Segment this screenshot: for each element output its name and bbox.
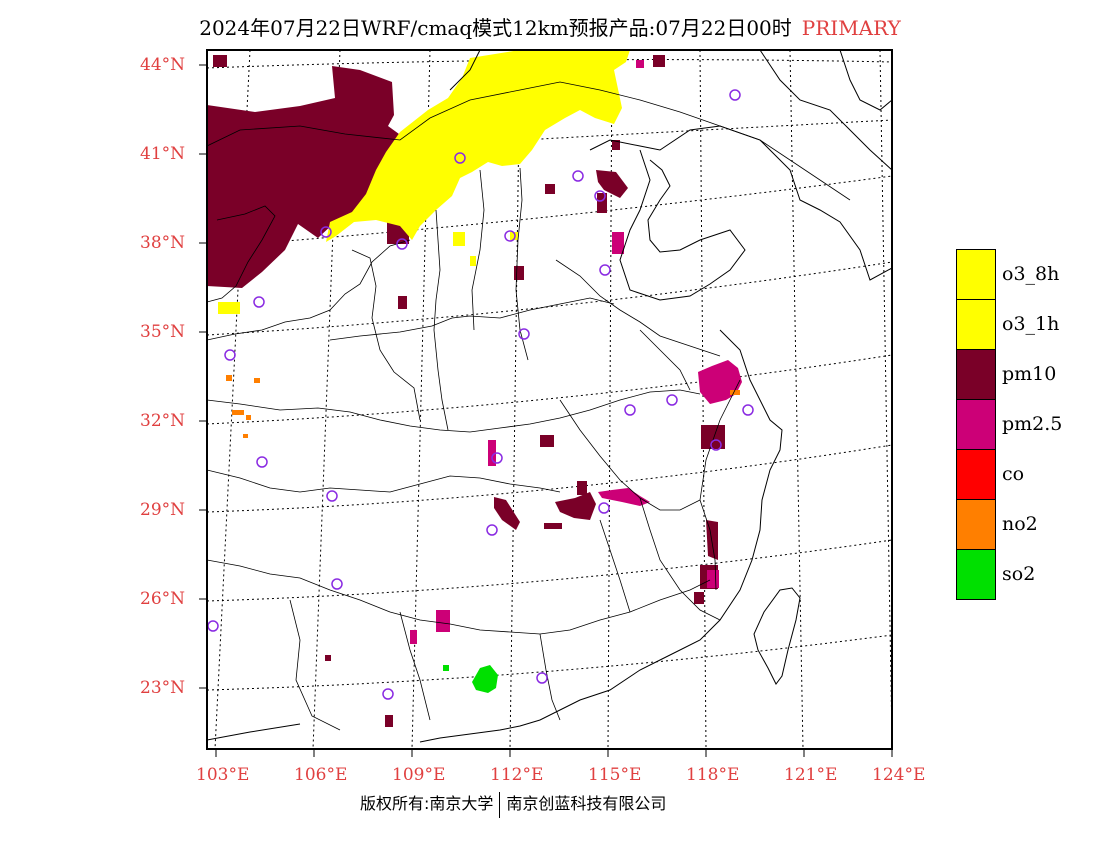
legend-label: so2 xyxy=(1002,563,1036,585)
legend-item-pm10: pm10 xyxy=(956,349,1086,400)
no2-region xyxy=(226,375,740,438)
legend-label: co xyxy=(1002,463,1025,485)
legend-item-o3-1h: o3_1h xyxy=(956,299,1086,350)
legend-item-no2: no2 xyxy=(956,499,1086,550)
map-title: 2024年07月22日WRF/cmaq模式12km预报产品:07月22日00时 P… xyxy=(0,12,1100,41)
title-main: 2024年07月22日WRF/cmaq模式12km预报产品:07月22日00时 xyxy=(199,16,792,40)
legend-label: o3_1h xyxy=(1002,313,1060,335)
lon-label-121: 121°E xyxy=(784,765,838,785)
lat-label-23: 23°N xyxy=(140,678,186,698)
lon-label-115: 115°E xyxy=(588,765,642,785)
monitoring-stations xyxy=(207,89,754,700)
legend-item-so2: so2 xyxy=(956,549,1086,600)
title-primary-tag: PRIMARY xyxy=(801,16,901,40)
lat-label-41: 41°N xyxy=(140,144,186,164)
legend-swatch xyxy=(956,549,996,600)
legend-swatch xyxy=(956,499,996,550)
lat-label-32: 32°N xyxy=(140,411,186,431)
legend-item-pm25: pm2.5 xyxy=(956,399,1086,450)
lat-label-29: 29°N xyxy=(140,500,186,520)
lat-label-26: 26°N xyxy=(140,589,186,609)
legend-item-o3-8h: o3_8h xyxy=(956,249,1086,300)
legend-item-co: co xyxy=(956,449,1086,500)
province-boundaries xyxy=(207,81,851,731)
copyright-footer: 版权所有:南京大学 南京创蓝科技有限公司 xyxy=(360,790,666,818)
lon-label-112: 112°E xyxy=(490,765,544,785)
footer-right: 南京创蓝科技有限公司 xyxy=(506,794,667,813)
pm25-region xyxy=(410,60,742,644)
footer-separator xyxy=(499,791,501,818)
legend-swatch xyxy=(956,449,996,500)
legend-swatch xyxy=(956,349,996,400)
legend-label: pm10 xyxy=(1002,363,1057,385)
legend-label: no2 xyxy=(1002,513,1038,535)
footer-left: 版权所有:南京大学 xyxy=(360,794,494,813)
legend-swatch xyxy=(956,249,996,300)
axis-ticks xyxy=(199,64,893,757)
so2-region xyxy=(443,665,498,693)
lat-label-38: 38°N xyxy=(140,233,186,253)
lat-label-35: 35°N xyxy=(140,322,186,342)
lon-label-124: 124°E xyxy=(872,765,926,785)
o3-region xyxy=(218,50,630,314)
lon-label-103: 103°E xyxy=(196,765,250,785)
lon-label-118: 118°E xyxy=(686,765,740,785)
pollutant-legend: o3_8h o3_1h pm10 pm2.5 co no2 so2 xyxy=(956,249,1086,600)
legend-label: pm2.5 xyxy=(1002,413,1063,435)
map-frame xyxy=(206,49,893,750)
lat-label-44: 44°N xyxy=(140,55,186,75)
coastline xyxy=(207,50,892,743)
legend-swatch xyxy=(956,399,996,450)
legend-swatch xyxy=(956,299,996,350)
lon-label-109: 109°E xyxy=(392,765,446,785)
map-content xyxy=(207,50,892,749)
legend-label: o3_8h xyxy=(1002,263,1060,285)
lon-label-106: 106°E xyxy=(294,765,348,785)
